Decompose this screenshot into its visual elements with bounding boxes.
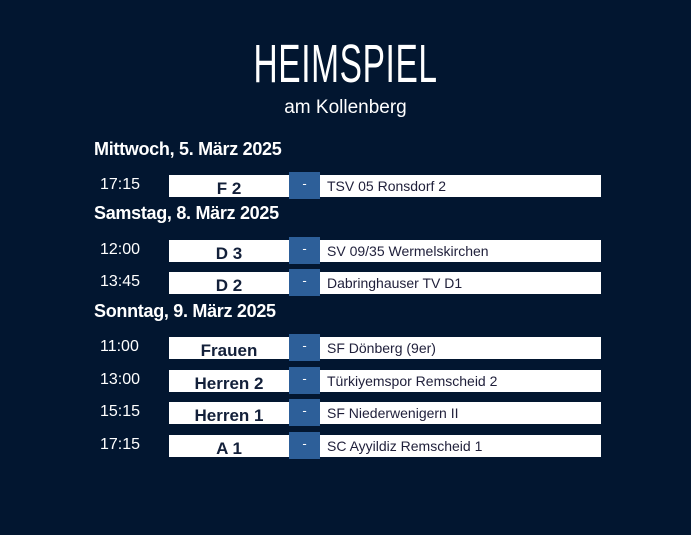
- match-time: 15:15: [100, 403, 141, 420]
- day-heading: Sonntag, 9. März 2025: [94, 301, 276, 321]
- match-row: 17:15 A 1 - SC Ayyildiz Remscheid 1: [0, 431, 691, 459]
- match-row: 15:15 Herren 1 - SF Niederwenigern II: [0, 398, 691, 426]
- match-row: 17:15 F 2 - TSV 05 Ronsdorf 2: [0, 171, 691, 199]
- separator: -: [289, 367, 320, 394]
- match-time: 13:45: [100, 273, 141, 290]
- home-team: D 2: [169, 272, 289, 294]
- away-team: TSV 05 Ronsdorf 2: [320, 175, 601, 197]
- separator: -: [289, 399, 320, 426]
- day-heading: Mittwoch, 5. März 2025: [94, 139, 282, 159]
- separator: -: [289, 237, 320, 264]
- match-time: 13:00: [100, 371, 141, 388]
- away-team: SC Ayyildiz Remscheid 1: [320, 435, 601, 457]
- separator: -: [289, 334, 320, 361]
- away-team: Dabringhauser TV D1: [320, 272, 601, 294]
- match-row: 12:00 D 3 - SV 09/35 Wermelskirchen: [0, 236, 691, 264]
- day-heading: Samstag, 8. März 2025: [94, 203, 279, 223]
- away-team: SV 09/35 Wermelskirchen: [320, 240, 601, 262]
- away-team: Türkiyemspor Remscheid 2: [320, 370, 601, 392]
- away-team: SF Dönberg (9er): [320, 337, 601, 359]
- match-time: 12:00: [100, 241, 141, 258]
- home-team: Frauen: [169, 337, 289, 359]
- match-time: 17:15: [100, 436, 141, 453]
- match-row: 13:00 Herren 2 - Türkiyemspor Remscheid …: [0, 366, 691, 394]
- match-row: 11:00 Frauen - SF Dönberg (9er): [0, 333, 691, 361]
- away-team: SF Niederwenigern II: [320, 402, 601, 424]
- match-time: 17:15: [100, 176, 141, 193]
- match-time: 11:00: [100, 338, 139, 355]
- page-title: HEIMSPIEL: [253, 34, 438, 94]
- separator: -: [289, 172, 320, 199]
- separator: -: [289, 269, 320, 296]
- home-team: Herren 1: [169, 402, 289, 424]
- match-row: 13:45 D 2 - Dabringhauser TV D1: [0, 268, 691, 296]
- separator: -: [289, 432, 320, 459]
- home-team: A 1: [169, 435, 289, 457]
- home-team: Herren 2: [169, 370, 289, 392]
- page-subtitle: am Kollenberg: [284, 97, 407, 118]
- home-team: D 3: [169, 240, 289, 262]
- home-team: F 2: [169, 175, 289, 197]
